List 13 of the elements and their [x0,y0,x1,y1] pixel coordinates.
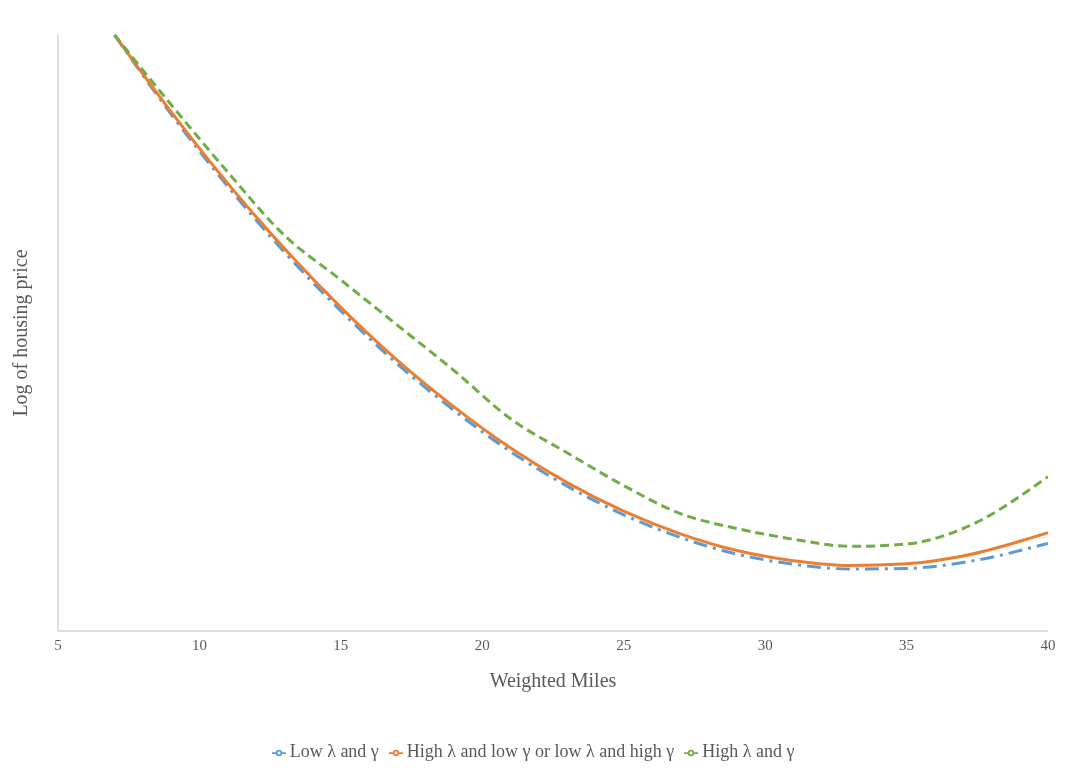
legend-label: High λ and low γ or low λ and high γ [406,741,675,761]
x-axis-title: Weighted Miles [489,669,617,693]
x-tick-label: 25 [616,636,632,653]
legend-label: High λ and γ [702,741,795,761]
x-tick-label: 40 [1040,636,1056,653]
x-tick-label: 30 [757,636,773,653]
legend-label: Low λ and γ [289,741,379,761]
x-tick-label: 15 [333,636,349,653]
x-tick-label: 5 [54,636,62,653]
x-tick-label: 20 [474,636,490,653]
x-tick-label: 35 [899,636,915,653]
y-axis-title: Log of housing price [9,249,33,417]
x-tick-label: 10 [191,636,207,653]
